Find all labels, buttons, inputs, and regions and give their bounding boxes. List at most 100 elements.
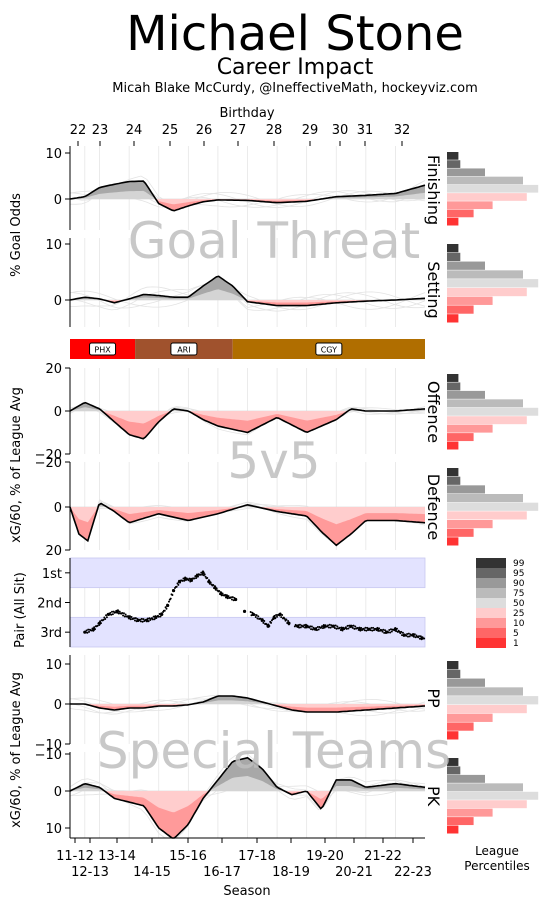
y-tick-label: 0 xyxy=(54,294,62,309)
pair-trace-dot xyxy=(124,613,127,616)
team-label-box xyxy=(315,342,343,356)
pair-trace-dot xyxy=(251,611,254,614)
pair-trace-dot xyxy=(309,625,312,628)
pair-trace-dot xyxy=(105,614,108,617)
pair-trace-dot xyxy=(350,624,353,627)
pair-trace-dot xyxy=(93,628,96,631)
pair-trace-dot xyxy=(401,634,404,637)
percentile-bar xyxy=(447,382,461,391)
pair-trace-dot xyxy=(371,629,374,632)
percentile-bar xyxy=(447,407,539,416)
pair-trace-dot xyxy=(363,629,366,632)
legend-swatch xyxy=(476,628,506,638)
pair-trace-dot xyxy=(366,626,369,629)
below-average-area xyxy=(70,199,425,211)
pair-trace-dot xyxy=(213,587,216,590)
below-average-inner-band xyxy=(70,507,425,525)
pair-trace-dot xyxy=(370,626,373,629)
pair-trace-dot xyxy=(212,583,215,586)
watermark-special-teams: Special Teams xyxy=(97,722,451,780)
pair-point xyxy=(242,609,247,614)
pair-trace-dot xyxy=(314,628,317,631)
legend-swatch xyxy=(476,568,506,578)
percentile-bar xyxy=(447,193,527,201)
ylabel-xg-st: xG/60, % of League Avg xyxy=(9,672,24,828)
legend-level-label: 90 xyxy=(513,579,525,589)
above-average-area xyxy=(70,757,425,791)
pair-trace-dot xyxy=(395,630,398,633)
pair-trace-dot xyxy=(298,626,301,629)
pair-trace-dot xyxy=(377,629,380,632)
legend-level-label: 1 xyxy=(513,639,519,649)
pair-trace-dot xyxy=(219,593,222,596)
percentile-bar xyxy=(447,160,461,168)
pair-trace-dot xyxy=(330,624,333,627)
pair-trace-dot xyxy=(303,624,306,627)
pair-trace-dot xyxy=(388,628,391,631)
pair-trace-dot xyxy=(129,618,132,621)
pair-trace-dot xyxy=(365,629,368,632)
percentile-bar xyxy=(447,817,474,826)
pair-trace-dot xyxy=(230,596,233,599)
panel-label-finishing: Finishing xyxy=(424,155,443,225)
pair-trace-dot xyxy=(358,626,361,629)
pair-trace-dot xyxy=(201,573,204,576)
pair-trace-dot xyxy=(155,616,158,619)
below-average-area xyxy=(70,300,425,306)
pair-trace-dot xyxy=(133,619,136,622)
pair-trace-dot xyxy=(140,617,143,620)
pair-trace-dot xyxy=(159,615,162,618)
percentile-bar xyxy=(447,678,485,687)
pair-trace-dot xyxy=(183,579,186,582)
pair-trace-dot xyxy=(225,594,228,597)
pair-trace-dot xyxy=(280,616,283,619)
reference-curve xyxy=(69,753,426,839)
pair-trace-dot xyxy=(164,606,167,609)
pair-trace-dot xyxy=(369,629,372,632)
pair-trace-dot xyxy=(356,626,359,629)
percentile-bar xyxy=(447,424,493,433)
pair-trace-dot xyxy=(260,619,263,622)
pair-trace-dot xyxy=(304,626,307,629)
percentile-bar xyxy=(447,468,459,477)
pair-trace-dot xyxy=(293,625,296,628)
pair-trace-dot xyxy=(103,616,106,619)
pair-trace-dot xyxy=(220,594,223,597)
percentile-bar xyxy=(447,494,523,503)
top-tick-label: 32 xyxy=(394,123,411,138)
pair-trace-dot xyxy=(207,580,210,583)
pair-trace-dot xyxy=(311,628,314,631)
percentile-bar xyxy=(447,270,523,279)
percentile-bar xyxy=(447,287,527,297)
pair-band xyxy=(69,616,426,648)
percentile-bar xyxy=(447,722,474,731)
pair-trace-dot xyxy=(178,579,181,582)
pair-trace-dot xyxy=(122,612,125,615)
pair-trace-dot xyxy=(157,615,160,618)
pair-trace-dot xyxy=(199,573,202,576)
reference-curve xyxy=(69,282,426,311)
pair-trace-dot xyxy=(402,634,405,637)
watermark-goal-threat: Goal Threat xyxy=(128,212,420,270)
y-tick-label: 0 xyxy=(54,501,62,516)
pair-trace-dot xyxy=(268,624,271,627)
pair-trace-dot xyxy=(209,581,212,584)
pair-trace-dot xyxy=(327,626,330,629)
pair-trace-dot xyxy=(133,617,136,620)
pair-trace-dot xyxy=(123,615,126,618)
pair-trace-dot xyxy=(128,615,131,618)
pair-trace-dot xyxy=(213,585,216,588)
pair-trace-dot xyxy=(351,626,354,629)
pair-trace-dot xyxy=(194,575,197,578)
percentile-bar xyxy=(447,152,459,160)
pair-trace-dot xyxy=(329,626,332,629)
pair-trace-dot xyxy=(263,619,266,622)
percentile-bar xyxy=(447,399,523,408)
pair-trace-dot xyxy=(298,623,301,626)
pair-trace-dot xyxy=(253,613,256,616)
pair-trace-dot xyxy=(279,612,282,615)
chart-subtitle: Career Impact xyxy=(217,55,374,80)
percentile-bar xyxy=(447,766,461,775)
pair-trace-dot xyxy=(195,576,198,579)
